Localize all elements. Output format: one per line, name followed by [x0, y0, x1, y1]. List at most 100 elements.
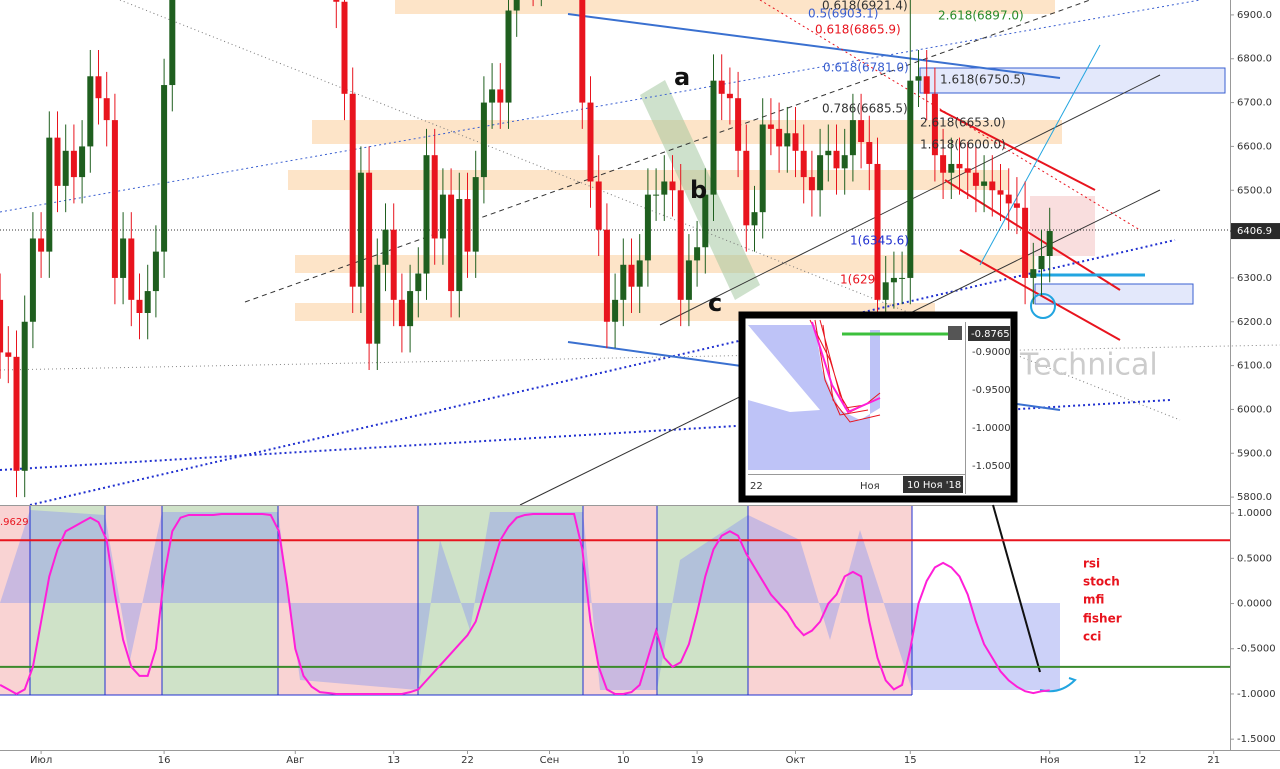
fib-label: 0.786(6685.5): [822, 102, 908, 116]
candle-body: [784, 133, 791, 147]
fib-label: 0.618(6921.4): [822, 0, 908, 13]
candle-body: [1013, 203, 1020, 208]
candle-body: [620, 264, 627, 300]
candle-body: [111, 120, 118, 278]
candle-body: [152, 251, 159, 292]
candle-body: [808, 177, 815, 191]
fib-label: 2.618(6897.0): [938, 9, 1024, 23]
candle-body: [341, 1, 348, 94]
fib-label: 1(629: [840, 273, 875, 287]
y-tick-label: -1.0000: [1237, 689, 1276, 700]
candle-body: [1038, 256, 1045, 270]
candle-body: [374, 264, 381, 344]
candle-body: [366, 172, 373, 344]
fib-label: 1(6345.6): [850, 234, 909, 248]
x-tick-label: 15: [904, 755, 917, 766]
candle-body: [923, 76, 930, 94]
candle-body: [964, 168, 971, 173]
candle-body: [0, 299, 4, 353]
candle-body: [841, 155, 848, 169]
x-tick-label: 21: [1207, 755, 1220, 766]
candle-body: [636, 260, 643, 287]
candle-body: [161, 85, 168, 252]
inset-tick: -0.9500: [972, 385, 1011, 396]
candle-body: [972, 172, 979, 186]
wave-label: a: [674, 63, 690, 91]
candle-body: [603, 229, 610, 322]
candle-body: [54, 137, 61, 186]
candles: [0, 0, 1053, 498]
x-tick-label: 22: [461, 755, 474, 766]
candle-body: [456, 199, 463, 292]
oscillator: [0, 513, 1230, 696]
candle-body: [874, 163, 881, 300]
candle-body: [120, 238, 127, 278]
candle-body: [866, 142, 873, 164]
candle-body: [628, 264, 635, 287]
candle-body: [997, 190, 1004, 195]
candle-body: [95, 76, 102, 99]
candle-body: [743, 150, 750, 226]
candle-body: [407, 291, 414, 327]
y-tick-label: 0.0000: [1237, 599, 1272, 610]
inset-x-label: 22: [750, 481, 763, 492]
fib-label: 2.618(6653.0): [920, 116, 1006, 130]
candle-body: [357, 172, 364, 287]
candle-body: [448, 194, 455, 292]
candle-body: [726, 93, 733, 99]
x-tick-label: 12: [1134, 755, 1147, 766]
y-tick-label: 5800.0: [1237, 492, 1272, 503]
candle-body: [70, 150, 77, 178]
candle-body: [144, 291, 151, 313]
inset-tick: -1.0500: [972, 461, 1011, 472]
last-price-box: [1231, 223, 1280, 240]
candle-body: [579, 0, 586, 103]
y-tick-label: 5900.0: [1237, 448, 1272, 459]
candle-body: [439, 194, 446, 239]
candle-body: [899, 277, 906, 279]
x-tick-label: Сен: [540, 755, 560, 766]
candle-body: [1005, 194, 1012, 204]
candle-body: [513, 0, 520, 11]
y-tick-label: 1.0000: [1237, 508, 1272, 519]
candle-body: [5, 352, 12, 357]
candle-body: [46, 137, 53, 252]
y-tick-label: -1.5000: [1237, 734, 1276, 745]
candle-body: [653, 194, 660, 196]
fib-label: 0.618(6781.0): [823, 61, 909, 75]
x-tick-label: Ноя: [1040, 755, 1060, 766]
candle-body: [62, 150, 69, 186]
y-tick-label: 0.5000: [1237, 553, 1272, 564]
candle-body: [940, 155, 947, 173]
candle-body: [644, 194, 651, 261]
wave-label: c: [708, 289, 722, 317]
candle-body: [29, 238, 36, 322]
inset-x-label: Ноя: [860, 481, 880, 492]
y-tick-label: -0.5000: [1237, 644, 1276, 655]
candle-body: [694, 247, 701, 261]
candle-body: [800, 150, 807, 178]
candle-body: [333, 0, 340, 2]
candle-body: [1022, 207, 1029, 278]
candle-body: [595, 181, 602, 230]
candle-body: [661, 181, 668, 195]
candle-body: [464, 199, 471, 252]
candle-body: [882, 282, 889, 300]
fib-label: 1.618(6750.5): [940, 73, 1026, 87]
candle-body: [915, 76, 922, 81]
candle-body: [956, 163, 963, 169]
legend-label: mfi: [1083, 593, 1104, 607]
candle-body: [79, 146, 86, 178]
x-tick-label: 16: [158, 755, 171, 766]
candle-body: [833, 150, 840, 169]
candle-body: [505, 10, 512, 103]
watermark: Technical: [1019, 348, 1158, 383]
candle-body: [849, 120, 856, 156]
candle-body: [398, 299, 405, 327]
candle-body: [718, 80, 725, 94]
inset-value: -0.8765: [971, 329, 1010, 340]
x-tick-label: 13: [387, 755, 400, 766]
candle-body: [13, 356, 20, 471]
candle-body: [825, 150, 832, 156]
